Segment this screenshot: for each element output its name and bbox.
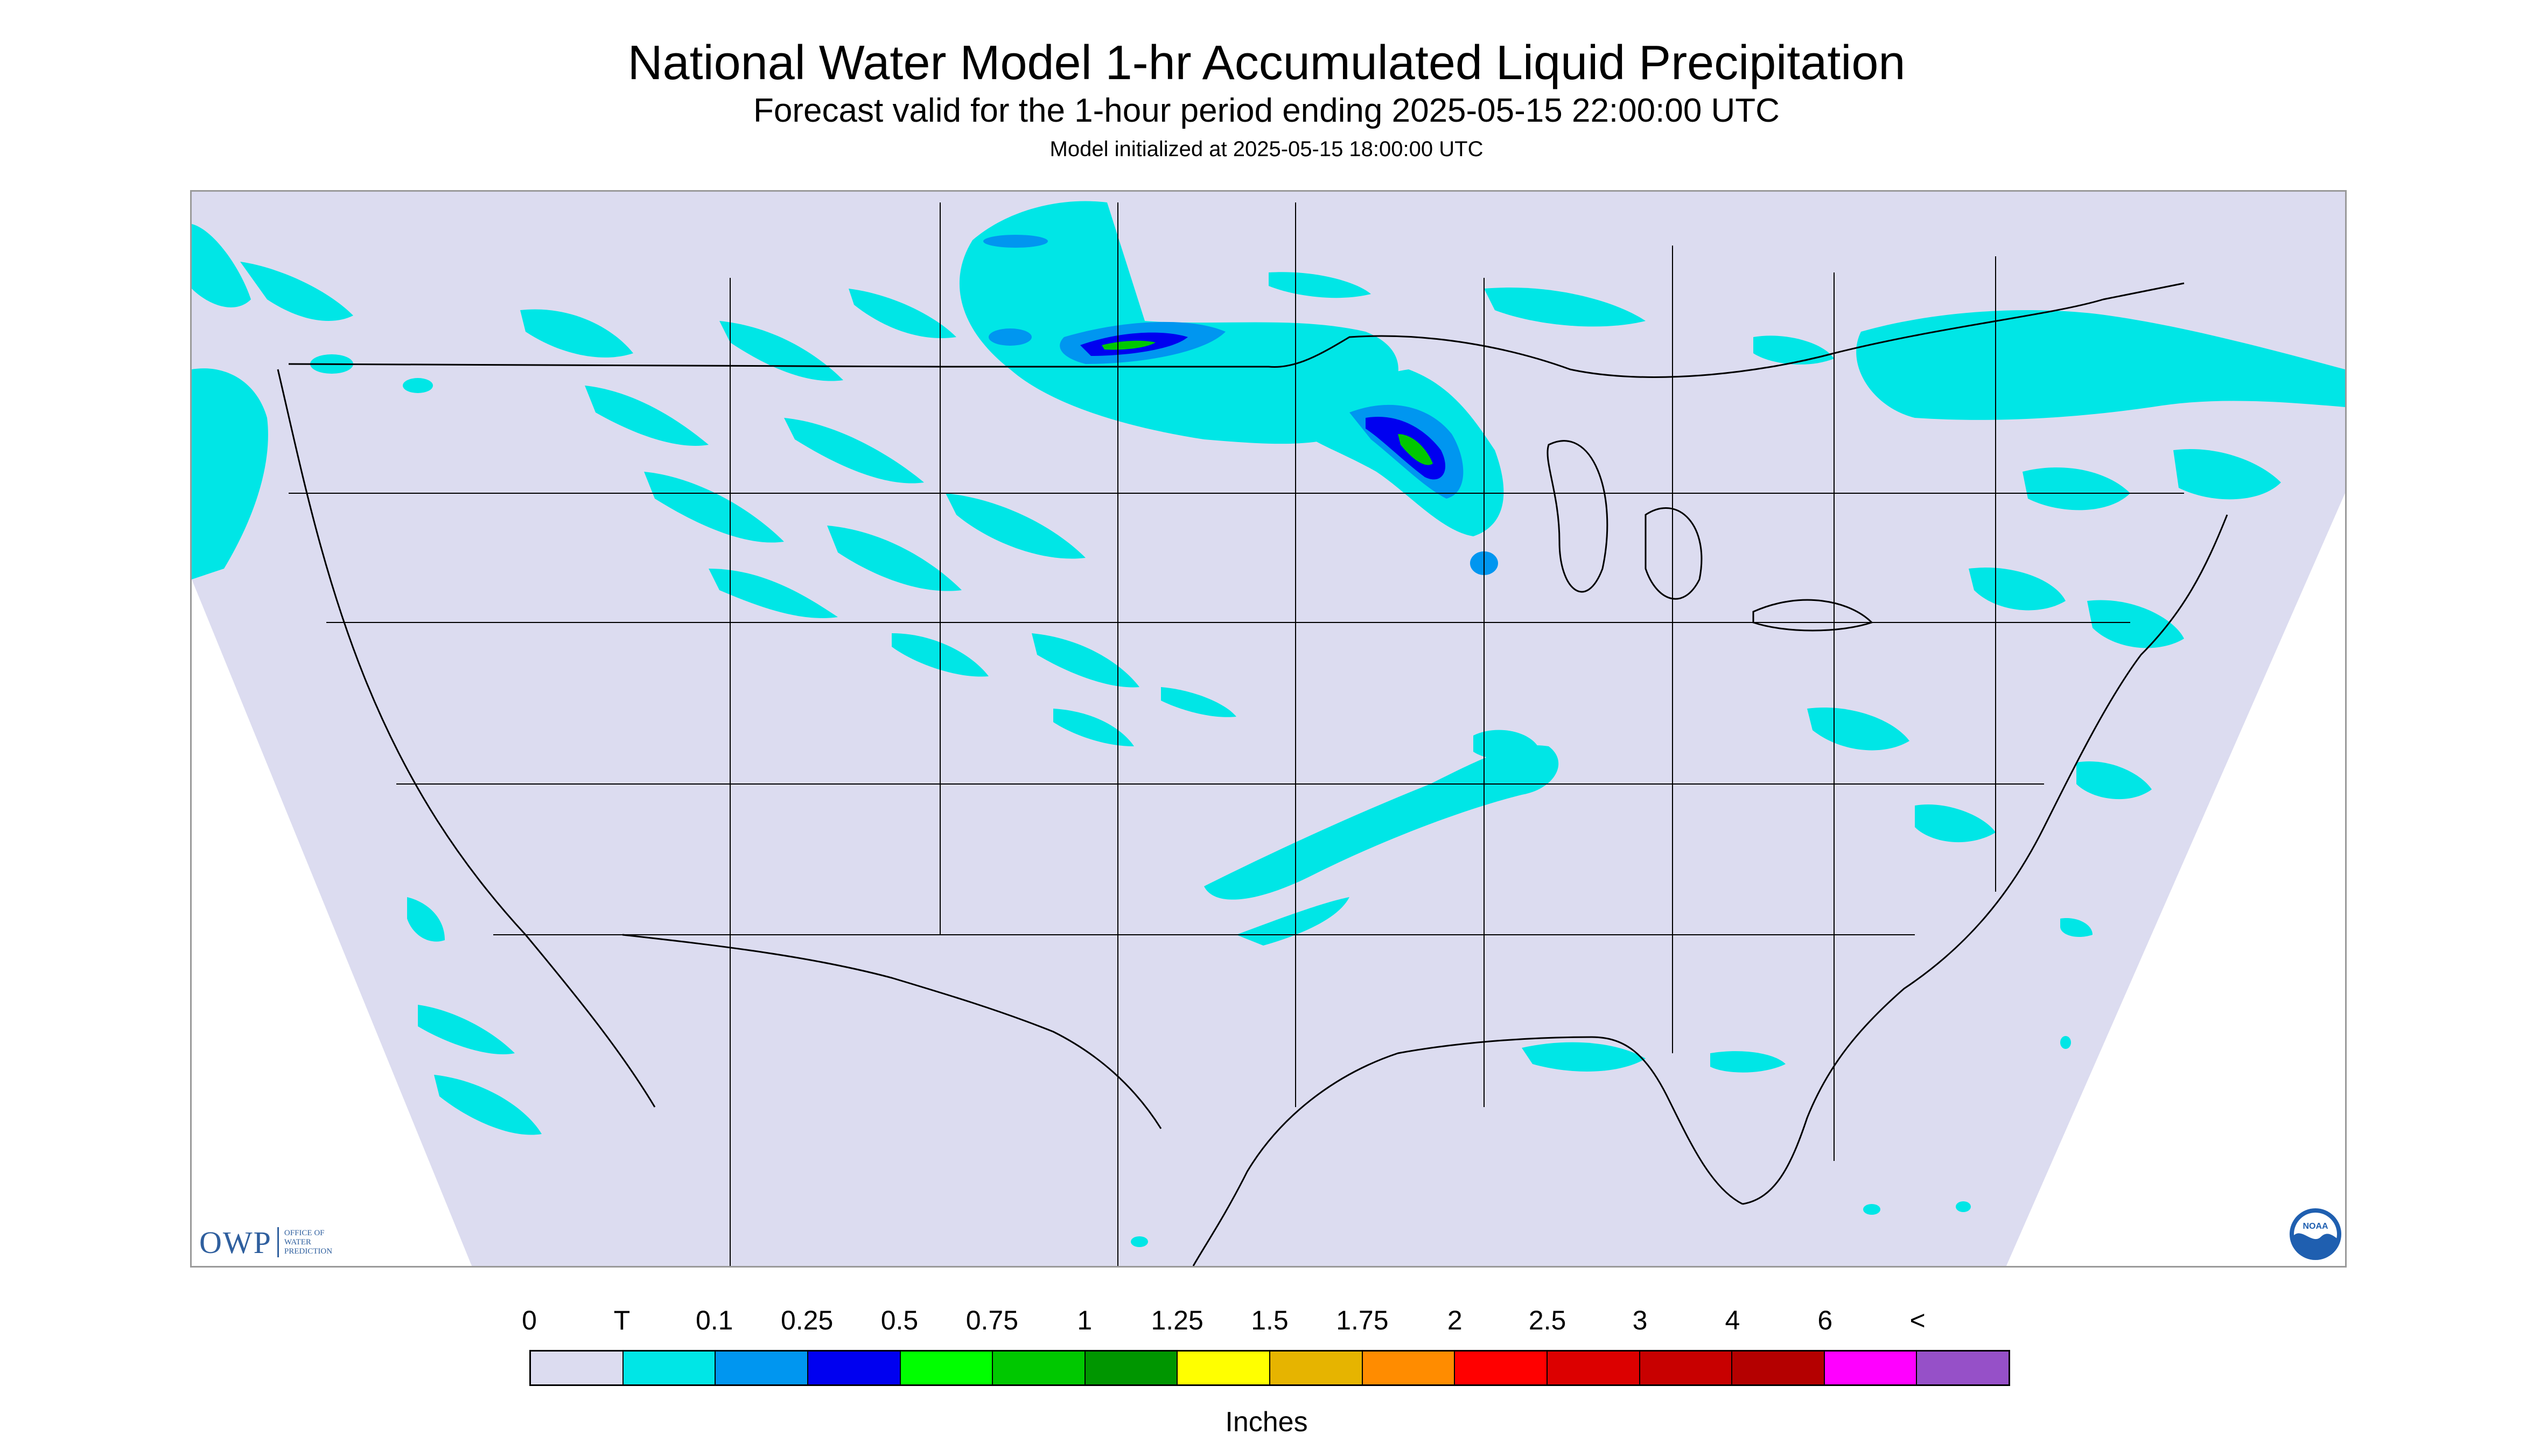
precip-northeast (1269, 272, 2345, 843)
colorbar-swatch (808, 1352, 901, 1384)
noaa-logo-text: NOAA (2303, 1222, 2328, 1231)
colorbar-swatch (1824, 1352, 1918, 1384)
colorbar-swatch (716, 1352, 808, 1384)
precip-northern-rockies (520, 289, 1236, 746)
colorbar-tick-label: 1.75 (1336, 1305, 1389, 1335)
colorbar-labels: 0 T 0.1 0.25 0.5 0.75 1 1.25 1.5 1.75 2 2.5 3 4 6 < (0, 1304, 2533, 1342)
owp-logo-line-1: OFFICE OF (284, 1228, 325, 1237)
political-boundaries (277, 202, 2228, 1266)
precip-scattered-cells (407, 897, 2093, 1247)
colorbar-tick-label: 2.5 (1528, 1305, 1566, 1335)
model-init-text: Model initialized at 2025-05-15 18:00:00… (1049, 137, 1484, 161)
colorbar-tick-label: 6 (1817, 1305, 1833, 1335)
precip-pacific-northwest (192, 224, 433, 579)
colorbar-swatch (1547, 1352, 1640, 1384)
precip-dakotas-system (959, 201, 1398, 444)
out-of-domain-right (2006, 493, 2345, 1266)
colorbar-tick-label: < (1909, 1305, 1926, 1335)
colorbar-swatch (623, 1352, 716, 1384)
colorbar-tick-label: 1.5 (1251, 1305, 1289, 1335)
colorbar-tick-label: 0.25 (780, 1305, 834, 1335)
colorbar-swatch (531, 1352, 624, 1384)
colorbar-tick-label: 2 (1447, 1305, 1463, 1335)
colorbar-swatch (1917, 1352, 2009, 1384)
colorbar-tick-label: 0 (522, 1305, 537, 1335)
colorbar-swatch (1640, 1352, 1733, 1384)
colorbar-units-label: Inches (1225, 1406, 1308, 1438)
colorbar-tick-label: 4 (1725, 1305, 1740, 1335)
map-title: National Water Model 1-hr Accumulated Li… (627, 36, 1906, 90)
colorbar-tick-label: 1 (1077, 1305, 1093, 1335)
colorbar-tick-label: T (613, 1305, 631, 1335)
colorbar-tick-label: 0.75 (965, 1305, 1019, 1335)
colorbar-swatch (1732, 1352, 1825, 1384)
precipitation-colorbar (529, 1350, 2010, 1386)
owp-logo-line-2: WATER (284, 1237, 311, 1247)
colorbar-swatch (1085, 1352, 1178, 1384)
forecast-valid-subtitle: Forecast valid for the 1-hour period end… (753, 92, 1780, 129)
precipitation-map (190, 190, 2347, 1268)
owp-logo-text: OFFICE OF WATER PREDICTION (284, 1229, 332, 1256)
colorbar-tick-label: 1.25 (1151, 1305, 1203, 1335)
colorbar-swatch (900, 1352, 993, 1384)
colorbar-tick-label: 3 (1632, 1305, 1648, 1335)
colorbar-swatch (1178, 1352, 1270, 1384)
owp-logo-line-3: PREDICTION (284, 1247, 333, 1256)
owp-logo-divider (277, 1227, 279, 1257)
noaa-logo-icon: NOAA (2290, 1208, 2341, 1260)
colorbar-swatch (1455, 1352, 1548, 1384)
out-of-domain-left (192, 579, 472, 1266)
colorbar-swatch (1362, 1352, 1456, 1384)
colorbar-tick-label: 0.1 (695, 1305, 733, 1335)
owp-logo: OWP OFFICE OF WATER PREDICTION (199, 1223, 332, 1261)
colorbar-swatch (993, 1352, 1086, 1384)
owp-logo-mark: OWP (199, 1224, 272, 1260)
colorbar-swatch (1270, 1352, 1363, 1384)
map-canvas (192, 192, 2345, 1266)
colorbar-tick-label: 0.5 (880, 1305, 919, 1335)
